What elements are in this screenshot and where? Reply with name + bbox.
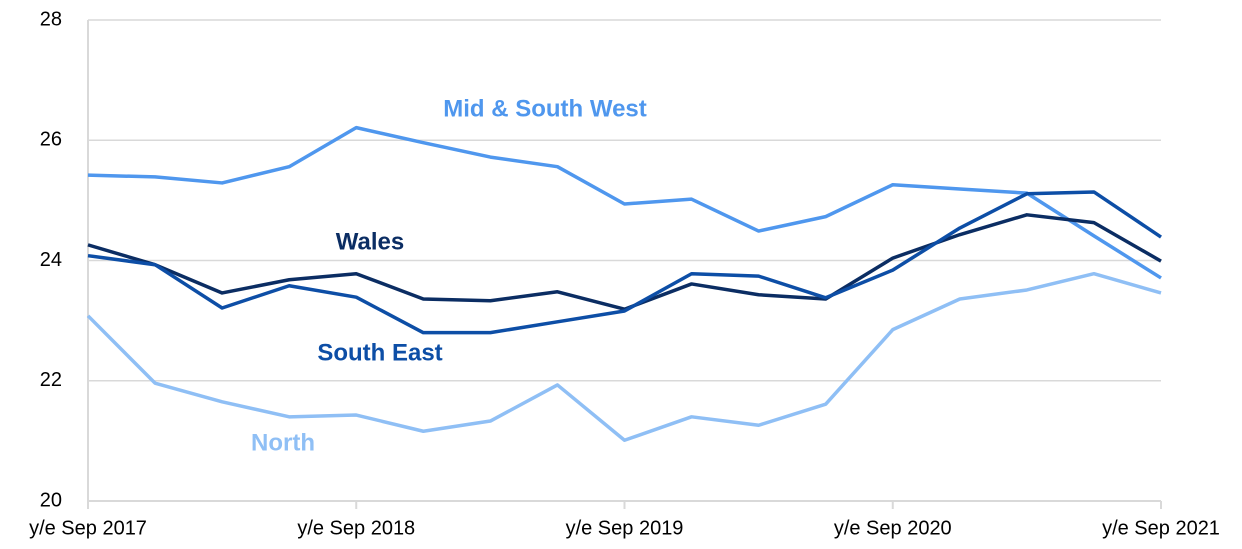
- x-tick-label: y/e Sep 2020: [834, 517, 952, 539]
- x-tick-label: y/e Sep 2018: [297, 517, 415, 539]
- series-line: [87, 125, 1162, 280]
- x-tick-label: y/e Sep 2019: [566, 517, 684, 539]
- y-tick-label: 20: [40, 489, 62, 511]
- series-line: [86, 271, 1162, 443]
- series-label: North: [251, 429, 315, 456]
- y-tick-label: 24: [40, 249, 62, 271]
- x-tick-label: y/e Sep 2017: [29, 517, 147, 539]
- x-tick-label: y/e Sep 2021: [1102, 517, 1220, 539]
- y-tick-label: 28: [40, 8, 62, 30]
- y-tick-label: 22: [40, 369, 62, 391]
- series-label: Mid & South West: [443, 95, 647, 122]
- series-label: South East: [317, 339, 442, 366]
- y-tick-label: 26: [40, 129, 62, 151]
- series-line: [87, 190, 1162, 335]
- series-label: Wales: [336, 228, 404, 255]
